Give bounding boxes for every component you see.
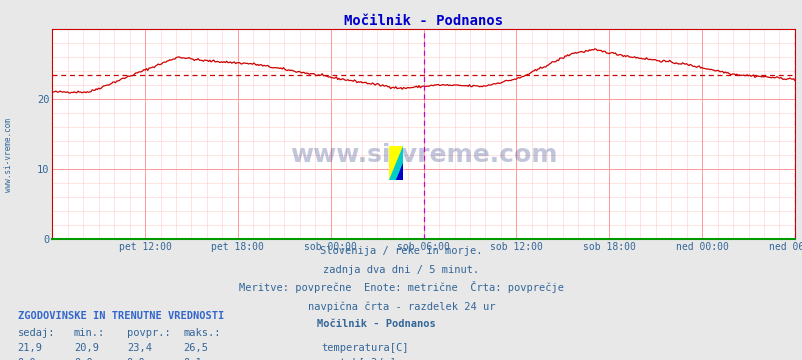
Polygon shape xyxy=(388,146,403,180)
Polygon shape xyxy=(395,163,403,180)
Text: 0,1: 0,1 xyxy=(183,358,201,360)
Text: 20,9: 20,9 xyxy=(74,343,99,353)
Text: sedaj:: sedaj: xyxy=(18,328,55,338)
Text: Močilnik - Podnanos: Močilnik - Podnanos xyxy=(317,319,435,329)
Title: Močilnik - Podnanos: Močilnik - Podnanos xyxy=(343,14,503,28)
Text: 0,0: 0,0 xyxy=(74,358,92,360)
Text: Slovenija / reke in morje.: Slovenija / reke in morje. xyxy=(320,246,482,256)
Text: www.si-vreme.com: www.si-vreme.com xyxy=(290,143,557,167)
Text: www.si-vreme.com: www.si-vreme.com xyxy=(3,118,13,192)
Text: ZGODOVINSKE IN TRENUTNE VREDNOSTI: ZGODOVINSKE IN TRENUTNE VREDNOSTI xyxy=(18,311,224,321)
Text: min.:: min.: xyxy=(74,328,105,338)
Text: temperatura[C]: temperatura[C] xyxy=(321,343,408,353)
Text: zadnja dva dni / 5 minut.: zadnja dva dni / 5 minut. xyxy=(323,265,479,275)
Text: navpična črta - razdelek 24 ur: navpična črta - razdelek 24 ur xyxy=(307,301,495,312)
Text: maks.:: maks.: xyxy=(183,328,221,338)
Text: povpr.:: povpr.: xyxy=(127,328,170,338)
Text: 21,9: 21,9 xyxy=(18,343,43,353)
Text: 26,5: 26,5 xyxy=(183,343,208,353)
Text: 23,4: 23,4 xyxy=(127,343,152,353)
Text: 0,0: 0,0 xyxy=(127,358,145,360)
Text: pretok[m3/s]: pretok[m3/s] xyxy=(321,358,395,360)
Text: 0,0: 0,0 xyxy=(18,358,36,360)
Polygon shape xyxy=(388,146,403,180)
Text: Meritve: povprečne  Enote: metrične  Črta: povprečje: Meritve: povprečne Enote: metrične Črta:… xyxy=(239,281,563,293)
